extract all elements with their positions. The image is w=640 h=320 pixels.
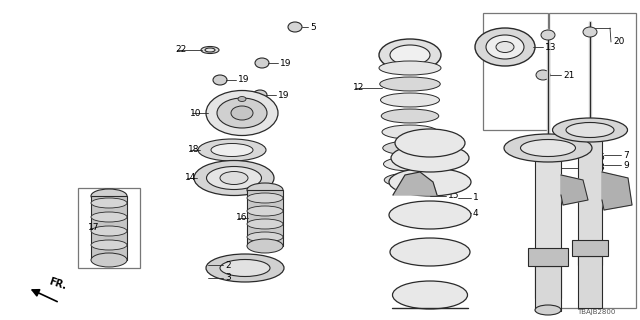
Ellipse shape (91, 189, 127, 203)
Text: 12: 12 (353, 84, 364, 92)
Ellipse shape (255, 58, 269, 68)
Text: 21: 21 (563, 70, 574, 79)
Ellipse shape (496, 42, 514, 52)
Ellipse shape (253, 90, 267, 100)
Ellipse shape (381, 93, 440, 107)
Ellipse shape (247, 193, 283, 203)
Bar (483, 13, 548, 130)
Bar (78, 188, 140, 268)
Ellipse shape (211, 143, 253, 156)
Text: 4: 4 (473, 209, 479, 218)
Ellipse shape (247, 219, 283, 229)
Ellipse shape (379, 61, 441, 75)
Ellipse shape (382, 125, 438, 139)
Ellipse shape (504, 134, 592, 162)
Ellipse shape (198, 139, 266, 161)
Ellipse shape (207, 166, 262, 189)
Text: 22: 22 (175, 45, 186, 54)
Bar (247, 190, 283, 246)
Ellipse shape (201, 46, 219, 53)
Text: 18: 18 (188, 146, 200, 155)
Text: 16: 16 (236, 213, 248, 222)
Ellipse shape (206, 254, 284, 282)
Ellipse shape (541, 30, 555, 40)
Text: 6: 6 (598, 154, 604, 163)
Text: FR.: FR. (48, 276, 68, 292)
Text: 10: 10 (190, 108, 202, 117)
Ellipse shape (217, 98, 267, 128)
Ellipse shape (520, 140, 575, 156)
Text: 19: 19 (238, 76, 250, 84)
Bar (528, 248, 568, 266)
Text: 2: 2 (225, 260, 230, 269)
Text: 5: 5 (310, 22, 316, 31)
Ellipse shape (206, 91, 278, 135)
Ellipse shape (220, 260, 270, 276)
Ellipse shape (91, 212, 127, 222)
Ellipse shape (91, 226, 127, 236)
Ellipse shape (486, 35, 524, 59)
Text: 17: 17 (88, 223, 99, 233)
Ellipse shape (91, 253, 127, 267)
Ellipse shape (247, 239, 283, 253)
Ellipse shape (91, 240, 127, 250)
Ellipse shape (384, 173, 436, 187)
Ellipse shape (389, 168, 471, 196)
Bar (578, 256, 602, 308)
Ellipse shape (205, 48, 215, 52)
Ellipse shape (213, 75, 227, 85)
Text: 7: 7 (623, 150, 628, 159)
Ellipse shape (536, 70, 550, 80)
Ellipse shape (91, 198, 127, 208)
Ellipse shape (383, 141, 437, 155)
Bar (535, 148, 561, 298)
Text: TBAJB2800: TBAJB2800 (577, 309, 615, 315)
Ellipse shape (380, 77, 440, 91)
Bar (91, 196, 127, 260)
Ellipse shape (288, 22, 302, 32)
Text: 8: 8 (598, 164, 604, 172)
Text: 19: 19 (278, 91, 289, 100)
Ellipse shape (247, 183, 283, 197)
Polygon shape (393, 172, 437, 195)
Bar (572, 240, 608, 256)
Polygon shape (602, 172, 632, 210)
Ellipse shape (566, 123, 614, 138)
Text: 15: 15 (448, 191, 460, 201)
Ellipse shape (247, 232, 283, 242)
Ellipse shape (247, 206, 283, 216)
Bar (578, 130, 602, 265)
Ellipse shape (392, 281, 467, 309)
Ellipse shape (238, 97, 246, 101)
Bar (535, 266, 561, 311)
Ellipse shape (395, 129, 465, 157)
Ellipse shape (389, 201, 471, 229)
Text: 20: 20 (613, 37, 625, 46)
Ellipse shape (552, 118, 627, 142)
Ellipse shape (231, 106, 253, 120)
Ellipse shape (583, 27, 597, 37)
Ellipse shape (220, 172, 248, 185)
Text: 9: 9 (623, 161, 628, 170)
Ellipse shape (475, 28, 535, 66)
Ellipse shape (390, 45, 430, 65)
Ellipse shape (391, 144, 469, 172)
Text: 11: 11 (448, 179, 460, 188)
Ellipse shape (535, 305, 561, 315)
Ellipse shape (194, 161, 274, 196)
Ellipse shape (379, 39, 441, 71)
Ellipse shape (383, 157, 436, 171)
Ellipse shape (390, 238, 470, 266)
Text: 14: 14 (185, 173, 196, 182)
Polygon shape (561, 175, 588, 205)
Bar (549, 13, 636, 308)
Ellipse shape (381, 109, 439, 123)
Text: 3: 3 (225, 274, 231, 283)
Text: 13: 13 (545, 43, 557, 52)
Text: 1: 1 (473, 194, 479, 203)
Text: 19: 19 (280, 59, 291, 68)
